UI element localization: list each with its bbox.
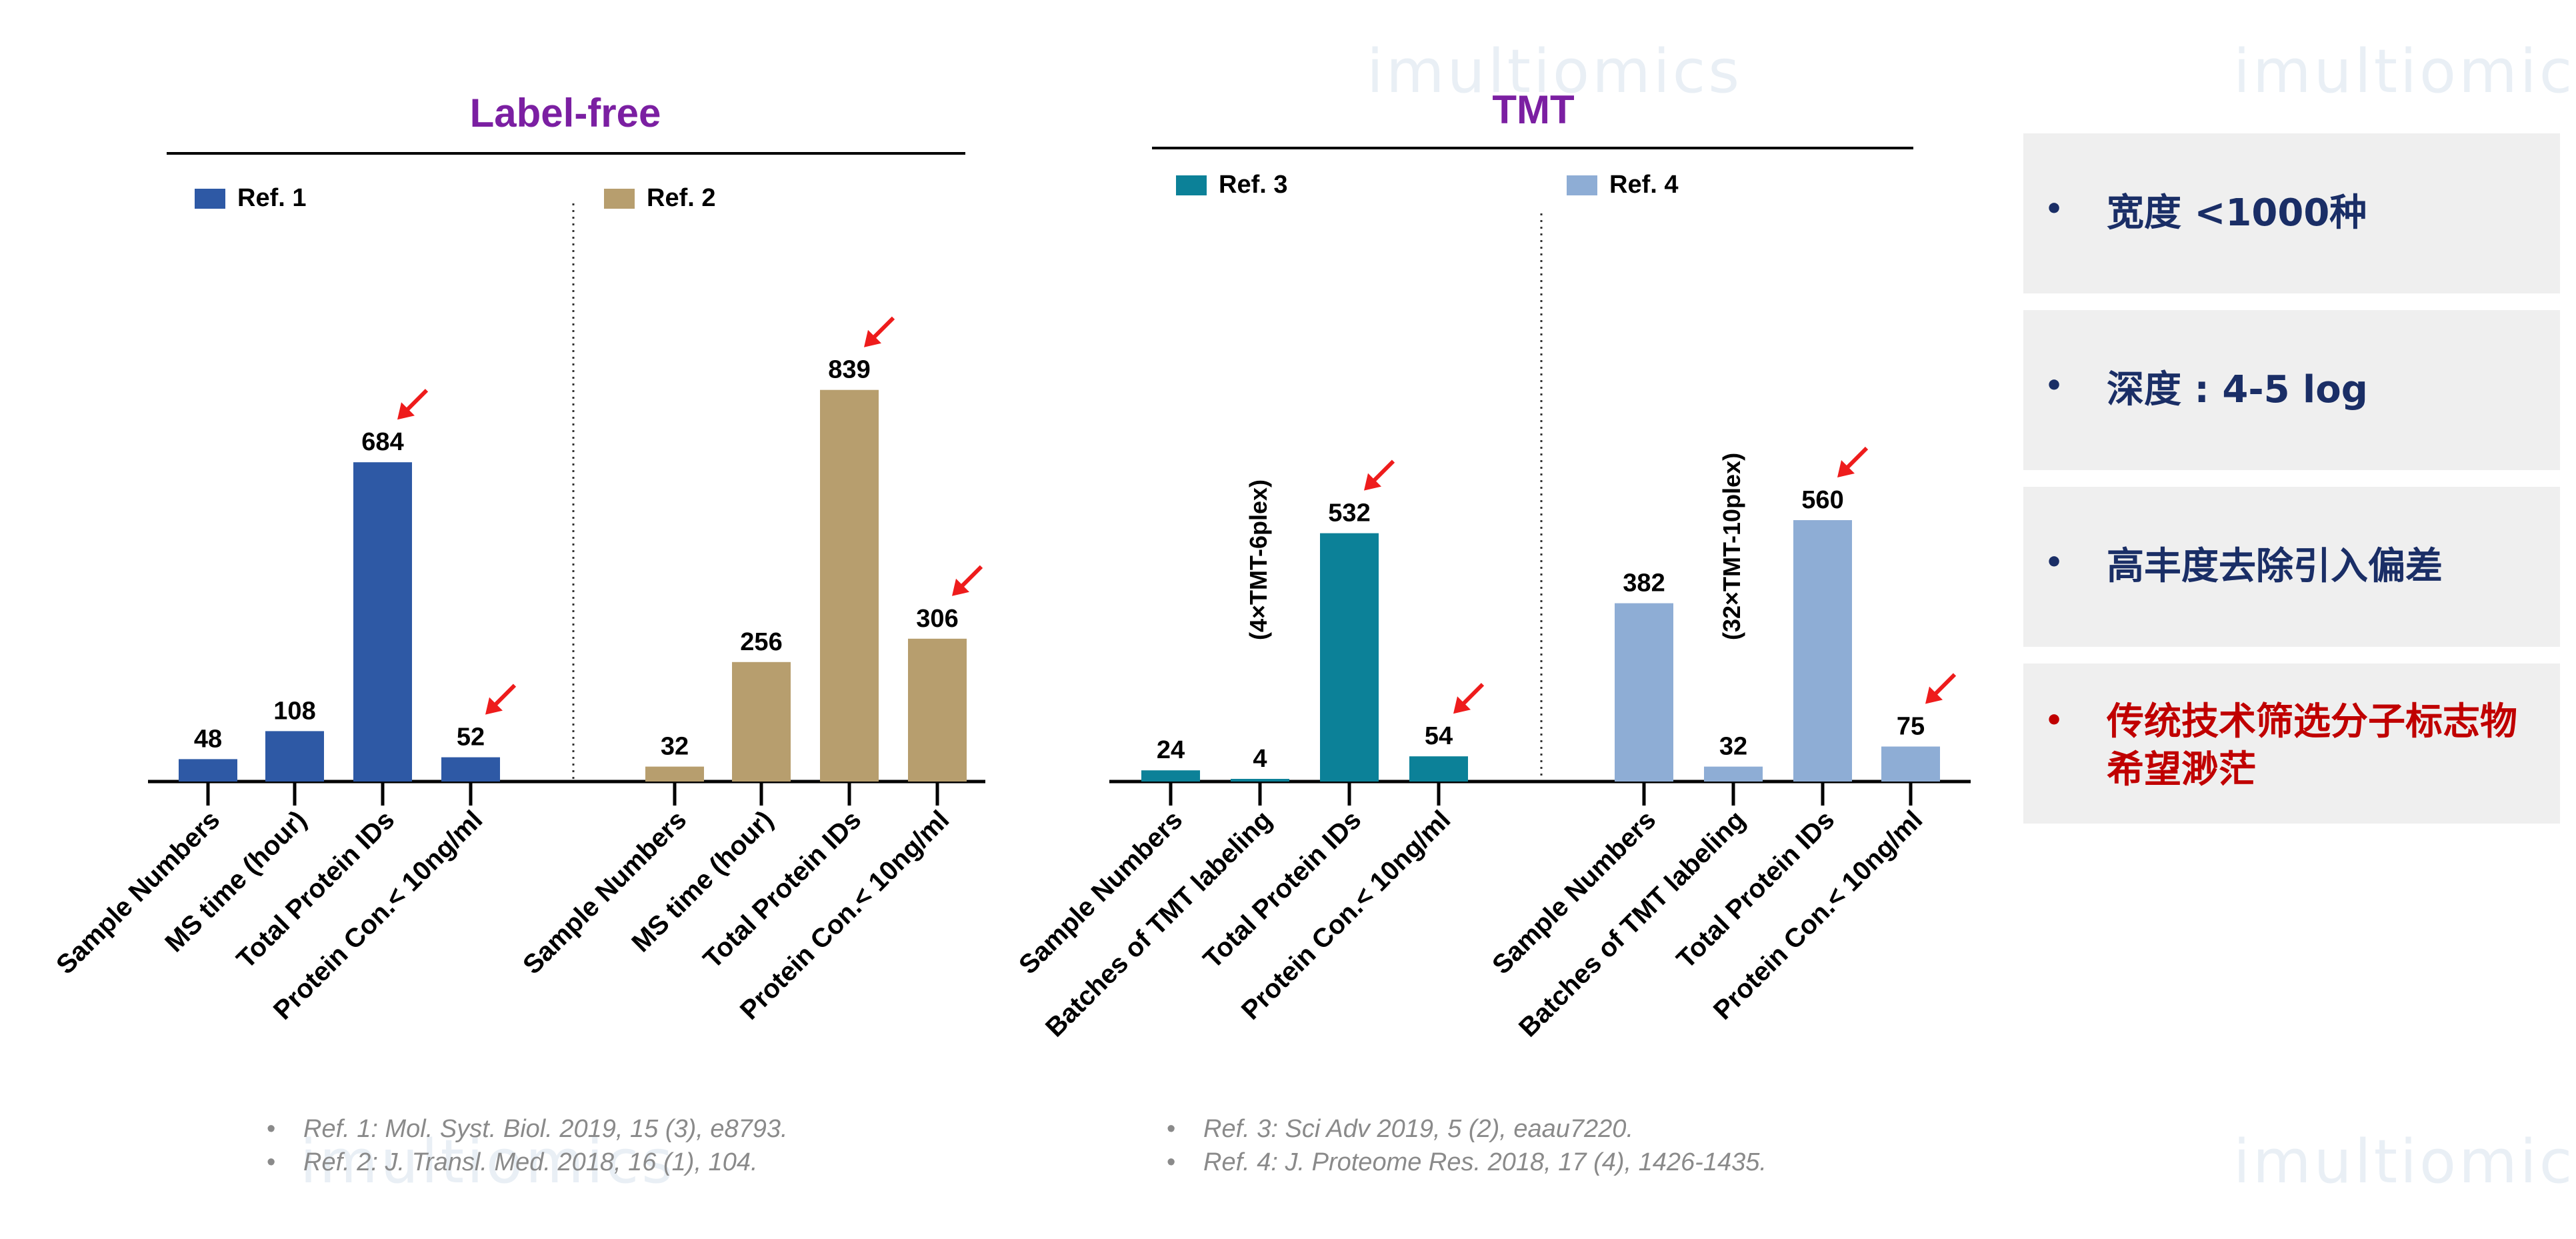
reference-text: Ref. 1: Mol. Syst. Biol. 2019, 15 (3), e… [303,1115,788,1143]
bullet-box-2: • 深度 : 4-5 log [2023,310,2560,470]
category-label: Sample Numbers [1013,805,1188,980]
watermark-bottom-right: imultiomics [2233,1127,2576,1197]
highlight-arrow-head [1453,696,1471,714]
bar [908,638,967,782]
bullet-dot: • [2045,704,2064,738]
legend-label: Ref. 1 [237,184,306,212]
bar [1793,520,1852,782]
value-label: 532 [1328,499,1370,527]
reference-item: • Ref. 2: J. Transl. Med. 2018, 16 (1), 1… [267,1148,758,1176]
reference-text: Ref. 4: J. Proteome Res. 2018, 17 (4), 1… [1203,1148,1767,1176]
bar [645,766,704,782]
bullet-text-width: 宽度 <1000种 [2107,191,2367,235]
bar [441,757,500,782]
chart-title: TMT [1492,87,1574,132]
bullet-box-1: • 宽度 <1000种 [2023,133,2560,293]
value-label: 4 [1253,745,1267,773]
bar [265,731,324,782]
value-label: 32 [661,733,689,761]
reference-text: Ref. 2: J. Transl. Med. 2018, 16 (1), 10… [303,1148,758,1176]
highlight-arrow-head [1925,686,1943,704]
value-label: 839 [828,356,870,384]
value-label: 75 [1897,713,1925,741]
bullet-text-biomarker: 传统技术筛选分子标志物 希望渺茫 [2107,700,2517,792]
highlight-arrow-head [864,329,881,347]
bar [1231,779,1289,782]
value-label: 560 [1801,486,1843,514]
category-label: Total Protein IDs [231,805,401,974]
bar-annotation: (4×TMT-6plex) [1245,479,1272,640]
reference-item: • Ref. 1: Mol. Syst. Biol. 2019, 15 (3), … [267,1115,788,1143]
bullet-box-4: • 传统技术筛选分子标志物 希望渺茫 [2023,664,2560,824]
chart-title: Label-free [470,91,661,135]
bar [1141,770,1200,782]
category-label: Total Protein IDs [698,805,867,974]
watermark-bottom-left: imultiomics [300,1127,676,1197]
category-label: Sample Numbers [1487,805,1661,980]
value-label: 24 [1157,736,1185,764]
value-label: 108 [273,697,315,725]
bar [1615,603,1673,782]
bar [1409,756,1468,782]
bar [732,662,791,782]
bullet-dot: • [2045,192,2064,226]
value-label: 382 [1623,569,1665,597]
value-label: 684 [361,428,403,456]
legend-label: Ref. 2 [647,184,715,212]
legend-swatch [195,189,225,209]
bullet-text-depth: 深度 : 4-5 log [2107,368,2368,411]
value-label: 54 [1425,722,1453,750]
highlight-arrow-head [397,402,415,420]
category-label: Sample Numbers [517,805,692,980]
highlight-arrow-head [485,697,503,715]
legend-swatch [1176,175,1207,195]
value-label: 256 [740,628,782,656]
bullet-dot: • [2045,369,2064,403]
bar [179,759,237,782]
legend-swatch [604,189,635,209]
reference-text: Ref. 3: Sci Adv 2019, 5 (2), eaau7220. [1203,1115,1633,1143]
value-label: 306 [916,605,958,633]
value-label: 32 [1719,733,1747,761]
bullet-box-3: • 高丰度去除引入偏差 [2023,487,2560,647]
bullet-text-bias: 高丰度去除引入偏差 [2107,545,2443,588]
reference-item: • Ref. 4: J. Proteome Res. 2018, 17 (4), … [1167,1148,1767,1176]
category-label: Total Protein IDs [1671,805,1841,974]
highlight-arrow-head [1837,460,1855,477]
bullet-dot: • [2045,545,2064,579]
legend-swatch [1567,175,1597,195]
bar [820,389,879,782]
legend-label: Ref. 3 [1219,171,1287,199]
value-label: 48 [194,725,222,753]
references-left: • Ref. 1: Mol. Syst. Biol. 2019, 15 (3), … [267,1112,788,1179]
bar [353,462,412,782]
highlight-arrow-head [1364,473,1381,491]
bar-annotation: (32×TMT-10plex) [1718,453,1745,640]
watermark-top-middle: imultiomics [1367,37,1743,107]
watermark-top-right: imultiomics [2233,37,2576,107]
category-label: Sample Numbers [51,805,225,980]
category-label: Total Protein IDs [1198,805,1367,974]
value-label: 52 [457,724,485,752]
reference-item: • Ref. 3: Sci Adv 2019, 5 (2), eaau7220. [1167,1115,1633,1143]
highlight-arrow-head [952,578,969,596]
legend-label: Ref. 4 [1609,171,1678,199]
references-right: • Ref. 3: Sci Adv 2019, 5 (2), eaau7220. … [1167,1112,1767,1179]
bar [1881,746,1940,782]
bar [1320,533,1379,782]
bar [1704,766,1763,782]
